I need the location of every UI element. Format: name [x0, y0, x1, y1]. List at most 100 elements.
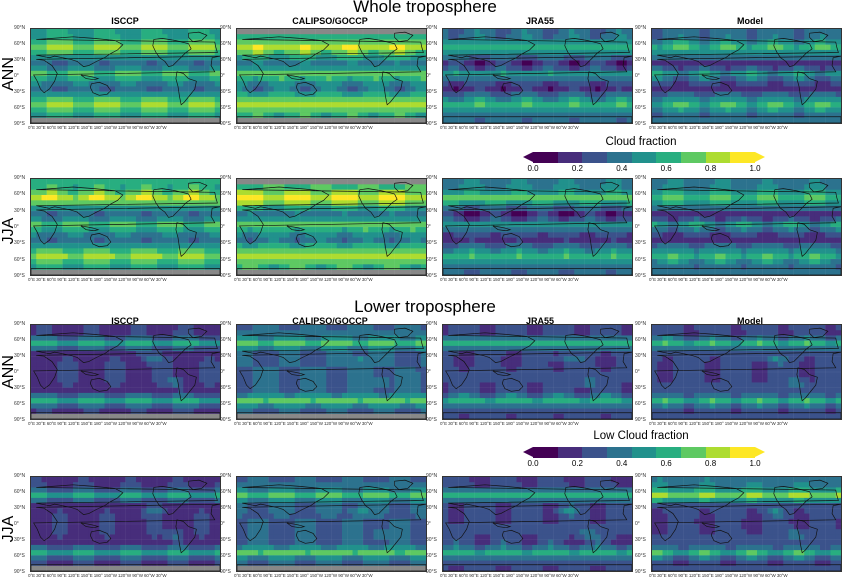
lat-tick-label: 60°N — [635, 41, 646, 47]
lat-tick-label: 90°S — [220, 273, 231, 279]
lat-tick-label: 0° — [220, 369, 225, 375]
lon-tick-labels: 0°E 30°E 60°E 90°E 120°E 150°E 180° 150°… — [649, 125, 787, 130]
colorbar-tick-label: 0.4 — [616, 164, 627, 173]
lat-tick-label: 90°N — [220, 175, 231, 181]
lat-tick-label: 60°S — [14, 257, 25, 263]
lat-tick-label: 90°S — [426, 569, 437, 575]
lat-tick-label: 30°N — [635, 208, 646, 214]
lat-tick-label: 60°N — [220, 191, 231, 197]
lat-tick-label: 0° — [220, 521, 225, 527]
map-low-jra55 — [442, 324, 633, 420]
map-low-jja-isccp — [30, 476, 221, 572]
lon-tick-labels: 0°E 30°E 60°E 90°E 120°E 150°E 180° 150°… — [234, 421, 372, 426]
col-title-jra55: JRA55 — [445, 16, 635, 26]
lat-tick-label: 90°S — [220, 121, 231, 127]
colorbar-segment — [632, 152, 657, 163]
colorbar-tick-label: 1.0 — [749, 164, 760, 173]
lat-tick-label: 0° — [220, 224, 225, 230]
map-whole-isccp — [30, 28, 221, 124]
colorbar-segment — [607, 152, 632, 163]
lat-tick-label: 30°S — [635, 537, 646, 543]
lat-tick-label: 60°N — [426, 41, 437, 47]
lat-tick-label: 90°N — [635, 25, 646, 31]
col-title-isccp: ISCCP — [30, 16, 220, 26]
lat-tick-label: 30°S — [635, 89, 646, 95]
lat-tick-label: 30°S — [426, 240, 437, 246]
lat-tick-label: 60°S — [635, 401, 646, 407]
lon-tick-labels: 0°E 30°E 60°E 90°E 120°E 150°E 180° 150°… — [649, 277, 787, 282]
lat-tick-label: 30°S — [220, 89, 231, 95]
lat-tick-label: 0° — [426, 73, 431, 79]
lat-tick-label: 90°S — [220, 417, 231, 423]
lat-tick-label: 90°N — [14, 321, 25, 327]
colorbar-segment — [558, 447, 583, 458]
col-title-calipso: CALIPSO/GOCCP — [235, 16, 425, 26]
lat-tick-label: 90°S — [14, 273, 25, 279]
lat-tick-label: 90°S — [635, 417, 646, 423]
lon-tick-labels: 0°E 30°E 60°E 90°E 120°E 150°E 180° 150°… — [440, 125, 578, 130]
lat-tick-label: 90°N — [14, 473, 25, 479]
colorbar-tick-label: 0.0 — [527, 459, 538, 468]
lon-tick-labels: 0°E 30°E 60°E 90°E 120°E 150°E 180° 150°… — [649, 573, 787, 578]
lat-tick-label: 30°S — [635, 385, 646, 391]
lat-tick-label: 60°S — [426, 105, 437, 111]
lat-tick-label: 30°N — [635, 353, 646, 359]
lon-tick-labels: 0°E 30°E 60°E 90°E 120°E 150°E 180° 150°… — [28, 125, 166, 130]
lat-tick-label: 60°N — [426, 337, 437, 343]
colorbar-segment — [730, 447, 755, 458]
lat-tick-label: 60°N — [635, 489, 646, 495]
lat-tick-label: 0° — [14, 73, 19, 79]
lon-tick-labels: 0°E 30°E 60°E 90°E 120°E 150°E 180° 150°… — [234, 277, 372, 282]
colorbar-tick-label: 0.8 — [705, 459, 716, 468]
lat-tick-label: 60°N — [220, 337, 231, 343]
map-low-calipso — [236, 324, 427, 420]
lat-tick-label: 60°S — [220, 105, 231, 111]
map-low-jja-jra55 — [442, 476, 633, 572]
lat-tick-label: 90°N — [14, 25, 25, 31]
lon-tick-labels: 0°E 30°E 60°E 90°E 120°E 150°E 180° 150°… — [28, 421, 166, 426]
lat-tick-label: 90°S — [635, 273, 646, 279]
colorbar-segment — [632, 447, 657, 458]
lat-tick-label: 90°S — [14, 417, 25, 423]
map-low-model — [651, 324, 842, 420]
lon-tick-labels: 0°E 30°E 60°E 90°E 120°E 150°E 180° 150°… — [440, 573, 578, 578]
low-cloud-fraction-label: Low Cloud fraction — [541, 430, 741, 442]
lat-tick-label: 60°N — [426, 191, 437, 197]
lat-tick-label: 90°N — [220, 25, 231, 31]
lat-tick-label: 60°S — [426, 401, 437, 407]
map-whole-jra55 — [442, 28, 633, 124]
lat-tick-label: 30°N — [635, 505, 646, 511]
lat-tick-label: 90°N — [426, 321, 437, 327]
colorbar-tick-label: 1.0 — [749, 459, 760, 468]
lat-tick-label: 60°S — [14, 553, 25, 559]
col-title-model: Model — [655, 16, 845, 26]
lat-tick-label: 90°N — [635, 321, 646, 327]
lat-tick-label: 30°S — [426, 537, 437, 543]
lat-tick-label: 90°N — [14, 175, 25, 181]
lat-tick-label: 30°N — [426, 353, 437, 359]
lon-tick-labels: 0°E 30°E 60°E 90°E 120°E 150°E 180° 150°… — [440, 277, 578, 282]
map-whole-jja-isccp — [30, 178, 221, 276]
lat-tick-label: 0° — [426, 521, 431, 527]
colorbar-segment — [681, 152, 706, 163]
colorbar-segment — [681, 447, 706, 458]
map-low-isccp — [30, 324, 221, 420]
lon-tick-labels: 0°E 30°E 60°E 90°E 120°E 150°E 180° 150°… — [440, 421, 578, 426]
lat-tick-label: 30°N — [220, 353, 231, 359]
lat-tick-label: 60°S — [220, 553, 231, 559]
lat-tick-label: 90°S — [220, 569, 231, 575]
lat-tick-label: 0° — [635, 521, 640, 527]
lat-tick-label: 30°N — [220, 57, 231, 63]
colorbar-segment — [607, 447, 632, 458]
lat-tick-label: 30°S — [14, 240, 25, 246]
lat-tick-label: 60°N — [14, 337, 25, 343]
lat-tick-label: 30°S — [14, 385, 25, 391]
colorbar-segment — [582, 152, 607, 163]
lat-tick-label: 60°S — [220, 401, 231, 407]
lat-tick-label: 60°S — [635, 105, 646, 111]
map-low-jja-model — [651, 476, 842, 572]
lat-tick-label: 90°S — [426, 417, 437, 423]
map-low-jja-calipso — [236, 476, 427, 572]
colorbar-segment — [533, 447, 558, 458]
lat-tick-label: 60°S — [14, 401, 25, 407]
